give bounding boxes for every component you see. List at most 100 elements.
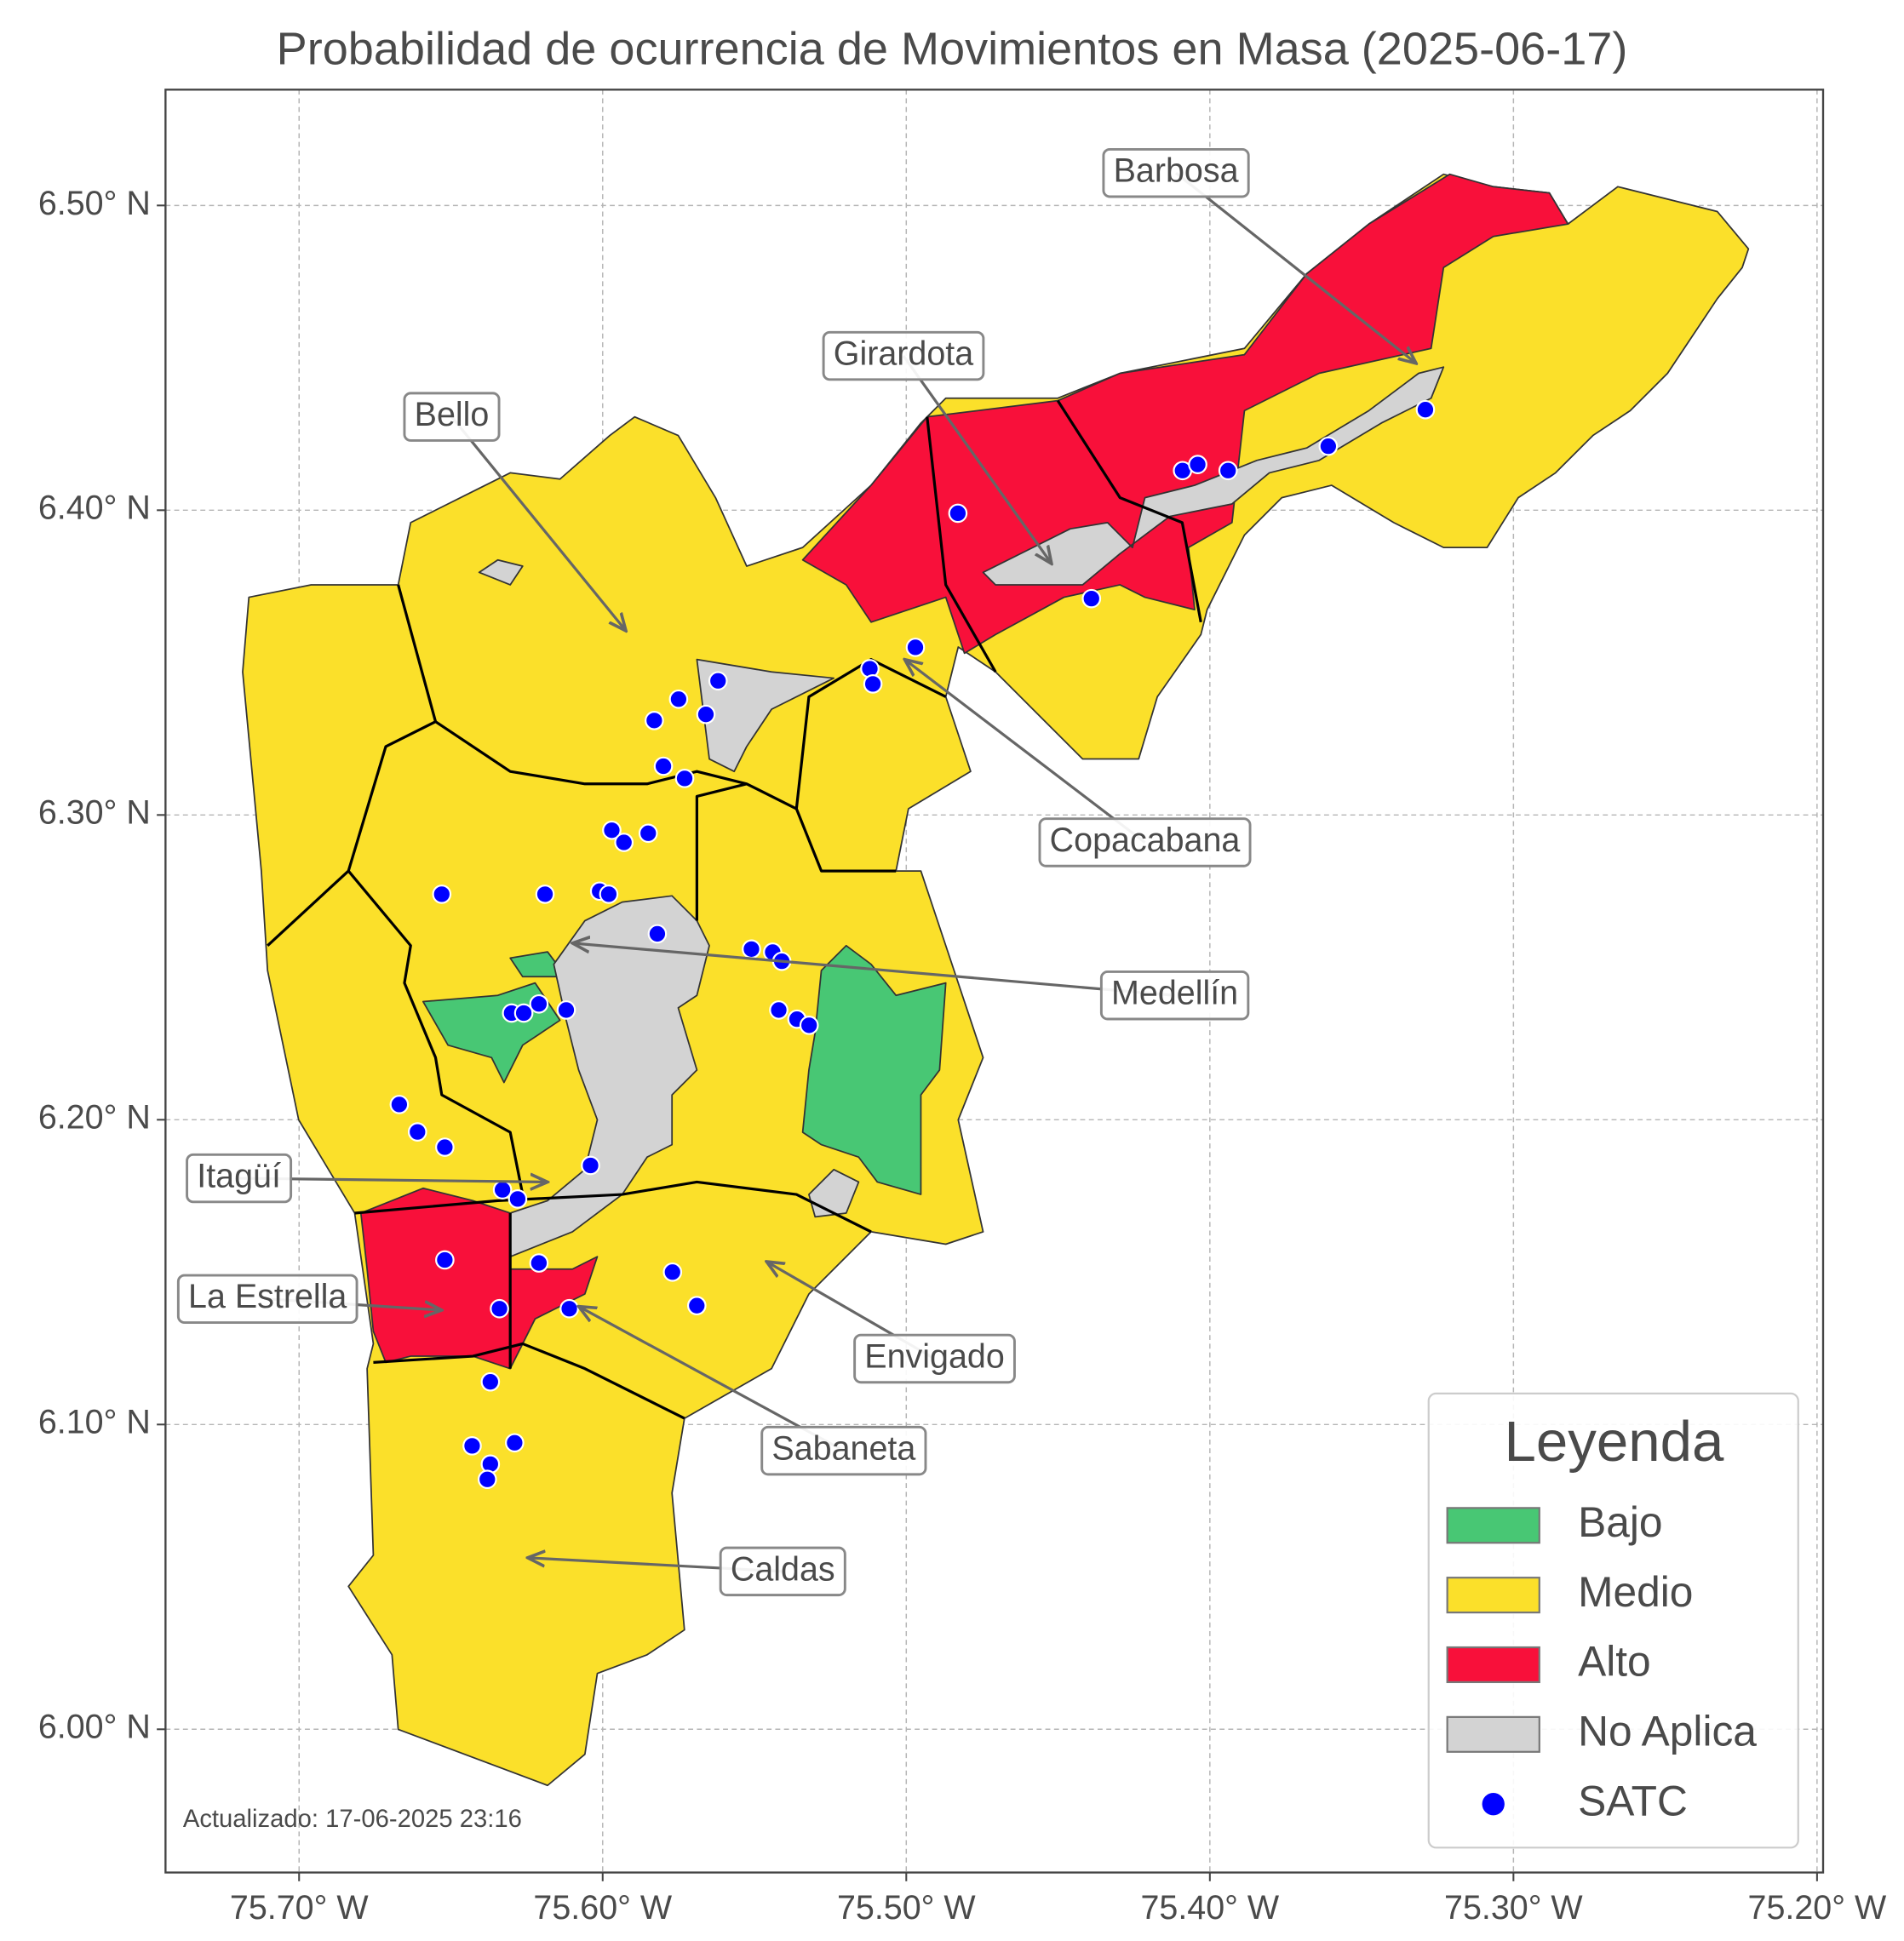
annotation-box (1038, 817, 1252, 867)
legend-marker (1482, 1793, 1505, 1816)
satc-point (1081, 588, 1102, 609)
x-tick-label: 75.50° W (837, 1889, 976, 1927)
municipal-border (1056, 399, 1202, 623)
satc-point (742, 939, 761, 959)
annotation-label: Envigado (864, 1337, 1004, 1375)
annotation-arrow (904, 660, 1146, 844)
region (242, 173, 1750, 1787)
legend-label: No Aplica (1578, 1707, 1757, 1755)
satc-point (490, 1298, 509, 1319)
annotation-label: Caldas (731, 1550, 835, 1588)
y-tick-label: 6.40° N (38, 490, 151, 527)
region (982, 366, 1445, 586)
satc-point (708, 671, 728, 691)
x-tick-label: 75.40° W (1140, 1889, 1279, 1927)
satc-point (645, 711, 664, 730)
annotation-box (1102, 147, 1250, 198)
satc-point (647, 924, 668, 944)
municipal-border (267, 584, 438, 947)
municipal-border (373, 1342, 685, 1420)
satc-point (529, 993, 549, 1014)
satc-point (769, 1000, 789, 1020)
x-tick-label: 75.70° W (230, 1889, 369, 1927)
municipal-border (354, 1180, 872, 1234)
satc-point (1188, 455, 1207, 474)
footnote: Actualizado: 17-06-2025 23:16 (183, 1806, 522, 1833)
satc-point (1415, 399, 1436, 420)
municipal-border (794, 658, 947, 810)
annotations: Barbosa Girardota Bello Copacabana Medellín I… (176, 147, 1416, 1597)
satc-point (1218, 461, 1238, 481)
satc-point (435, 1137, 455, 1157)
legend-label: Alto (1578, 1638, 1651, 1686)
y-tick-label: 6.10° N (38, 1404, 151, 1441)
x-tick-label: 75.30° W (1444, 1889, 1583, 1927)
y-tick-label: 6.30° N (38, 794, 151, 832)
annotation-label: Girardota (834, 335, 973, 372)
legend: Leyenda Bajo Medio Alto No Aplica SATC (1427, 1392, 1799, 1849)
region (696, 658, 835, 773)
satc-point (602, 820, 622, 840)
municipal-border (695, 782, 748, 921)
satc-point (559, 1298, 579, 1319)
x-tick-label: 75.60° W (533, 1889, 672, 1927)
annotation-label: Bello (415, 396, 490, 433)
municipal-border (347, 870, 525, 1195)
satc-point (477, 1469, 497, 1490)
annotation-label: Itagüí (197, 1157, 281, 1194)
annotation-arrow (1175, 171, 1416, 364)
annotation-box (719, 1546, 846, 1597)
annotation-arrow (450, 415, 627, 631)
satc-point (653, 756, 674, 776)
annotation-arrow (902, 355, 1052, 564)
satc-point (508, 1189, 528, 1209)
annotation-label: Barbosa (1114, 152, 1239, 190)
legend-label: Medio (1578, 1568, 1693, 1616)
legend-swatch (1446, 1646, 1540, 1684)
ticks: 75.70° W 75.60° W 75.50° W 75.40° W 75.30° W… (38, 185, 1887, 1927)
satc-point (513, 1003, 534, 1023)
region (509, 895, 710, 1258)
y-tick-label: 6.20° N (38, 1099, 151, 1137)
annotation-label: Medellín (1111, 975, 1238, 1012)
annotation-label: Copacabana (1050, 822, 1241, 859)
satc-point (686, 1296, 707, 1316)
satc-point (638, 823, 658, 844)
axes-frame (164, 89, 1825, 1874)
legend-swatch (1446, 1507, 1540, 1544)
satc-point (674, 769, 695, 788)
region (359, 1187, 599, 1370)
annotation-box (176, 1274, 358, 1325)
satc-point (435, 1250, 455, 1270)
satc-point (668, 689, 689, 709)
satc-point (505, 1433, 525, 1453)
annotation-box (403, 392, 501, 442)
satc-point (614, 833, 634, 852)
map-title: Probabilidad de ocurrencia de Movimiento… (277, 24, 1628, 75)
satc-point (407, 1122, 427, 1142)
y-tick-label: 6.50° N (38, 185, 151, 222)
annotation-label: La Estrella (188, 1278, 347, 1315)
satc-point (1318, 436, 1339, 456)
annotation-box (1099, 970, 1250, 1021)
satc-point (529, 1253, 549, 1273)
region (808, 1168, 860, 1218)
legend-swatch (1446, 1577, 1540, 1614)
satc-point (696, 704, 716, 724)
region (801, 173, 1569, 655)
satc-point (948, 503, 968, 524)
municipal-border (926, 416, 997, 673)
satc-point (389, 1095, 410, 1114)
satc-point (662, 1262, 683, 1282)
region (801, 944, 947, 1195)
satc-point (799, 1016, 819, 1035)
satc-point (432, 885, 452, 904)
x-tick-label: 75.20° W (1748, 1889, 1887, 1927)
y-tick-label: 6.00° N (38, 1709, 151, 1746)
satc-point (556, 1000, 576, 1020)
legend-label: SATC (1578, 1777, 1688, 1824)
satc-point (599, 885, 619, 904)
regions (242, 173, 1750, 1787)
annotation-box (186, 1153, 293, 1204)
